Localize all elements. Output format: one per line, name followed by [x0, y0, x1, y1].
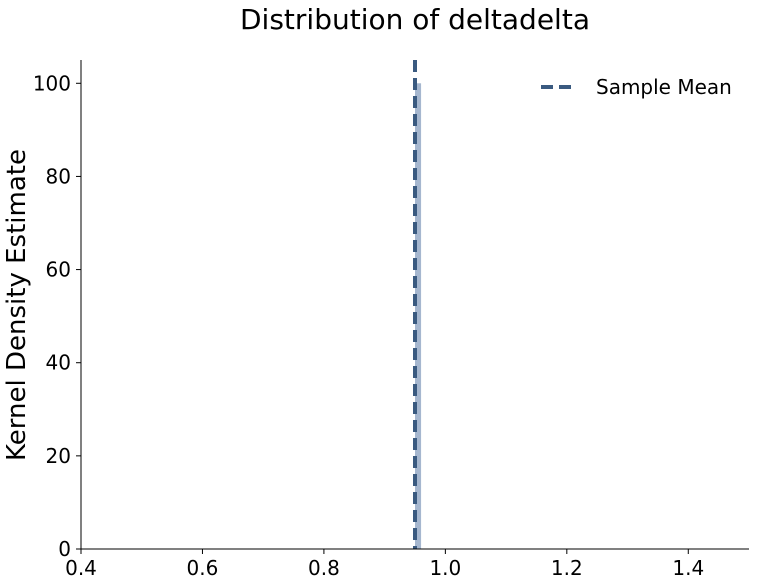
y-tick-label: 60 [46, 258, 71, 282]
x-tick-label: 0.4 [65, 556, 97, 580]
y-tick-label: 80 [46, 164, 71, 188]
y-tick-label: 0 [58, 537, 71, 561]
x-tick-label: 1.0 [429, 556, 461, 580]
x-tick-label: 1.2 [551, 556, 583, 580]
plot-area [413, 60, 422, 550]
x-tick-label: 0.6 [187, 556, 219, 580]
y-tick-label: 20 [46, 444, 71, 468]
x-tick-label: 1.4 [672, 556, 704, 580]
y-tick-label: 100 [33, 71, 71, 95]
y-ticks: 0 20 40 60 80 100 [33, 71, 81, 561]
histogram-bar [415, 83, 422, 550]
y-axis-label: Kernel Density Estimate [2, 149, 32, 461]
y-tick-label: 40 [46, 351, 71, 375]
chart-title: Distribution of deltadelta [240, 3, 590, 36]
x-tick-label: 0.8 [308, 556, 340, 580]
x-ticks: 0.4 0.6 0.8 1.0 1.2 1.4 [65, 549, 704, 580]
legend: Sample Mean [541, 75, 732, 99]
legend-label: Sample Mean [596, 75, 732, 99]
